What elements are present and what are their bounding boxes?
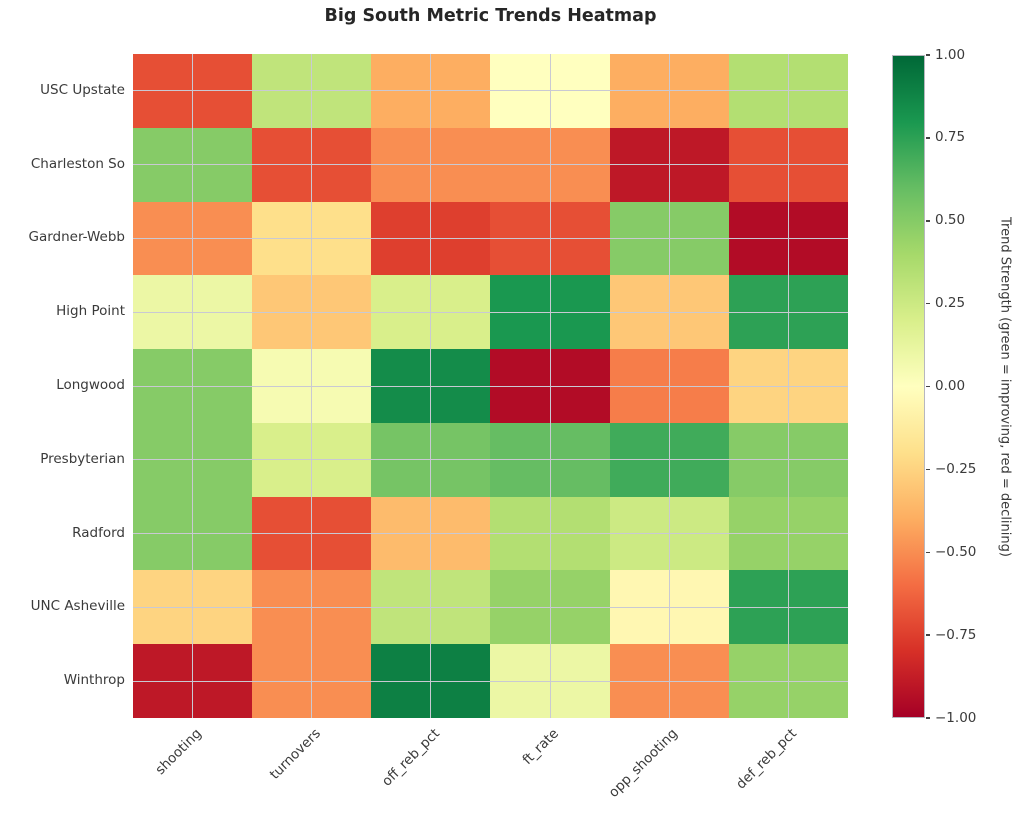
- colorbar-tick-label: −0.50: [935, 543, 977, 560]
- chart-title: Big South Metric Trends Heatmap: [324, 6, 657, 26]
- colorbar-tick-mark: [926, 385, 930, 388]
- y-tick-label: Charleston So: [30, 155, 125, 172]
- heatmap-cell: [728, 496, 848, 571]
- heatmap-cell: [133, 349, 253, 423]
- x-tick-label: off_reb_pct: [378, 725, 443, 790]
- heatmap-cell: [490, 349, 610, 423]
- heatmap-cell: [133, 422, 253, 497]
- colorbar-tick-mark: [926, 717, 930, 719]
- heatmap-cell: [133, 127, 253, 202]
- heatmap-cell: [133, 570, 253, 645]
- heatmap-cell: [490, 54, 610, 128]
- colorbar-tick-mark: [926, 551, 930, 553]
- colorbar-tick-label: 0.75: [935, 129, 966, 146]
- heatmap-cell: [609, 570, 729, 645]
- x-tick-label: shooting: [151, 725, 205, 779]
- heatmap-cell: [490, 496, 610, 571]
- heatmap-cell: [371, 275, 491, 350]
- heatmap-plot: [133, 54, 848, 718]
- heatmap-cell: [133, 275, 253, 350]
- heatmap-cell: [371, 349, 491, 423]
- heatmap-cell: [133, 54, 253, 128]
- y-tick-label: Longwood: [56, 377, 125, 393]
- x-axis-labels: shooting turnovers off_reb_pct ft_rate opp_s…: [133, 718, 848, 825]
- colorbar-axis-label: Trend Strength (green = improving, red =…: [997, 216, 1013, 557]
- y-tick-label: High Point: [56, 303, 125, 320]
- heatmap-cell: [728, 201, 848, 276]
- heatmap-cell: [609, 496, 729, 571]
- colorbar-tick-label: 0.00: [935, 378, 966, 394]
- heatmap-cell: [133, 496, 253, 571]
- heatmap-cell: [252, 644, 372, 718]
- heatmap-cell: [728, 422, 848, 497]
- heatmap-cell: [490, 127, 610, 202]
- y-tick-label: Winthrop: [63, 672, 125, 689]
- x-tick-label: opp_shooting: [605, 725, 682, 801]
- y-tick-label: Presbyterian: [40, 450, 125, 467]
- colorbar-tick-mark: [926, 220, 930, 222]
- colorbar-tick-label: −1.00: [935, 709, 977, 726]
- y-tick-label: UNC Asheville: [30, 598, 125, 615]
- heatmap-cell: [728, 644, 848, 718]
- heatmap-cell: [490, 570, 610, 645]
- heatmap-cell: [371, 422, 491, 497]
- heatmap-cell: [252, 422, 372, 497]
- heatmap-cell: [609, 201, 729, 276]
- heatmap-cell: [490, 201, 610, 276]
- x-tick-label: ft_rate: [519, 725, 562, 769]
- heatmap-cell: [252, 275, 372, 350]
- colorbar-tick-label: 1.00: [935, 46, 966, 63]
- heatmap-cell: [133, 201, 253, 276]
- heatmap-cell: [252, 127, 372, 202]
- heatmap-cell: [609, 54, 729, 128]
- colorbar-gradient: [892, 55, 925, 718]
- heatmap-cell: [252, 349, 372, 423]
- heatmap-cell: [609, 127, 729, 202]
- y-tick-label: USC Upstate: [40, 81, 125, 98]
- colorbar: 1.00 0.75 0.50 0.25 0.00 −0.25 −0.50 −0.75 −1.00: [892, 48, 1024, 724]
- heatmap-cell: [252, 570, 372, 645]
- colorbar-tick-mark: [926, 468, 930, 471]
- x-tick-label: def_reb_pct: [733, 725, 801, 793]
- colorbar-tick-label: −0.75: [935, 626, 977, 643]
- heatmap-cell: [371, 127, 491, 202]
- heatmap-cell: [133, 644, 253, 718]
- colorbar-tick-mark: [926, 302, 930, 305]
- heatmap-cell: [371, 570, 491, 645]
- x-tick-label: turnovers: [266, 725, 324, 783]
- colorbar-tick-label: 0.50: [935, 212, 966, 229]
- heatmap-cell: [252, 201, 372, 276]
- heatmap-cell: [371, 201, 491, 276]
- colorbar-tick-mark: [926, 634, 930, 636]
- y-tick-label: Gardner-Webb: [28, 229, 126, 246]
- heatmap-cell: [728, 54, 848, 128]
- heatmap-cell: [252, 496, 372, 571]
- heatmap-cell: [371, 54, 491, 128]
- heatmap-cell: [490, 644, 610, 718]
- colorbar-tick-mark: [926, 137, 930, 139]
- heatmap-cell: [371, 644, 491, 718]
- heatmap-cell: [252, 54, 372, 128]
- heatmap-cell: [728, 127, 848, 202]
- heatmap-cells: [133, 54, 848, 718]
- heatmap-cell: [728, 349, 848, 423]
- heatmap-cell: [609, 644, 729, 718]
- heatmap-cell: [728, 570, 848, 645]
- heatmap-cell: [609, 349, 729, 423]
- heatmap-cell: [490, 275, 610, 350]
- colorbar-tick-label: 0.25: [935, 295, 966, 312]
- colorbar-tick-mark: [926, 54, 930, 56]
- colorbar-tick-label: −0.25: [935, 460, 977, 477]
- heatmap-cell: [371, 496, 491, 571]
- heatmap-cell: [609, 275, 729, 350]
- y-axis-labels: USC Upstate Charleston So Gardner-Webb High…: [0, 54, 126, 718]
- heatmap-cell: [490, 422, 610, 497]
- heatmap-cell: [609, 422, 729, 497]
- y-tick-label: Radford: [72, 524, 125, 541]
- heatmap-cell: [728, 275, 848, 350]
